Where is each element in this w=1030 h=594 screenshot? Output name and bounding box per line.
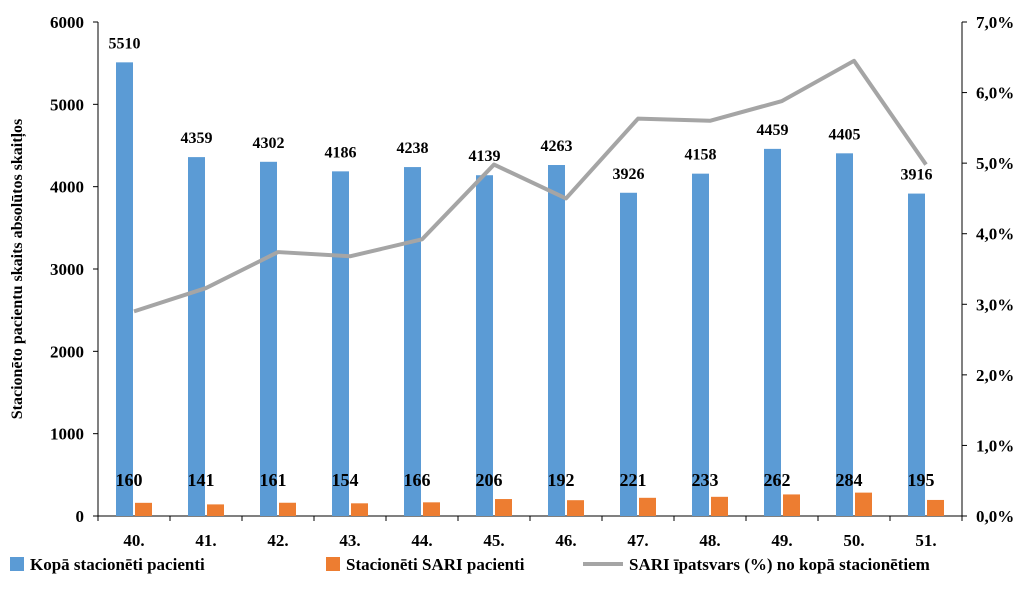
line-sari-share (134, 61, 926, 312)
data-label-sari: 221 (620, 470, 647, 490)
x-tick-label: 45. (483, 531, 504, 550)
data-label-total: 5510 (109, 35, 141, 52)
bar-total (908, 194, 925, 516)
y2-tick-label: 5,0% (976, 154, 1014, 173)
data-label-total: 4302 (253, 135, 285, 152)
labels-layer: 5510 4359 4302 4186 4238 4139 4263 3926 4158 4459… (109, 35, 935, 490)
data-label-sari: 284 (836, 470, 863, 490)
data-label-total: 4186 (325, 144, 357, 161)
x-tick-label: 46. (555, 531, 576, 550)
data-label-total: 4263 (541, 138, 573, 155)
bar-sari (423, 502, 440, 516)
bar-total (548, 165, 565, 516)
bar-sari (567, 500, 584, 516)
x-tick-label: 50. (843, 531, 864, 550)
data-label-sari: 141 (188, 470, 215, 490)
data-label-total: 3926 (613, 166, 645, 183)
bar-sari (639, 498, 656, 516)
y-tick-label: 0 (76, 507, 85, 526)
bar-sari (279, 503, 296, 516)
y2-tick-label: 3,0% (976, 295, 1014, 314)
data-label-sari: 161 (260, 470, 287, 490)
data-label-total: 4359 (181, 130, 213, 147)
legend-label: Kopā stacionēti pacienti (30, 555, 205, 574)
y2-tick-label: 4,0% (976, 225, 1014, 244)
data-label-sari: 166 (404, 470, 431, 490)
legend-swatch (10, 557, 24, 571)
data-label-total: 4158 (685, 147, 717, 164)
legend-label: SARI īpatsvars (%) no kopā stacionētiem (629, 555, 930, 574)
bar-total (332, 171, 349, 516)
y2-tick-label: 2,0% (976, 366, 1014, 385)
bar-sari (495, 499, 512, 516)
data-label-sari: 206 (476, 470, 503, 490)
y-tick-label: 5000 (50, 95, 84, 114)
y2-tick-label: 6,0% (976, 84, 1014, 103)
data-label-total: 4238 (397, 140, 429, 157)
data-label-sari: 192 (548, 470, 575, 490)
x-tick-label: 41. (195, 531, 216, 550)
bar-sari (207, 504, 224, 516)
x-tick-label: 48. (699, 531, 720, 550)
y-tick-label: 6000 (50, 13, 84, 32)
bar-sari (855, 493, 872, 516)
bar-total (116, 62, 133, 516)
bar-total (764, 149, 781, 516)
bar-total (188, 157, 205, 516)
data-label-sari: 262 (764, 470, 791, 490)
legend-swatch (326, 557, 340, 571)
y-axis-title: Stacionēto pacientu skaits absolūtos ska… (9, 119, 27, 420)
data-label-total: 4405 (829, 126, 861, 143)
bars-layer (116, 62, 944, 516)
axes-layer: 0 1000 2000 3000 4000 5000 6000 0,0% 1,0% 2,0% 3,0… (9, 13, 1014, 550)
bar-sari (711, 497, 728, 516)
x-tick-label: 47. (627, 531, 648, 550)
bar-total (836, 153, 853, 516)
y2-tick-label: 1,0% (976, 436, 1014, 455)
x-tick-label: 43. (339, 531, 360, 550)
data-label-sari: 195 (908, 470, 935, 490)
bar-sari (351, 503, 368, 516)
x-tick-label: 51. (915, 531, 936, 550)
bar-total (620, 193, 637, 516)
legend-layer: Kopā stacionēti pacienti Stacionēti SARI … (10, 555, 930, 574)
y-tick-label: 4000 (50, 178, 84, 197)
bar-total (692, 174, 709, 516)
bar-total (260, 162, 277, 516)
legend-item-sari: Stacionēti SARI pacienti (326, 555, 525, 574)
data-label-sari: 233 (692, 470, 719, 490)
data-label-total: 3916 (901, 167, 933, 184)
y-tick-label: 2000 (50, 342, 84, 361)
legend-label: Stacionēti SARI pacienti (346, 555, 525, 574)
x-tick-label: 42. (267, 531, 288, 550)
data-label-sari: 154 (332, 470, 359, 490)
legend-item-total: Kopā stacionēti pacienti (10, 555, 205, 574)
line-layer (134, 61, 926, 312)
bar-total (476, 175, 493, 516)
y2-tick-label: 7,0% (976, 13, 1014, 32)
bar-sari (783, 494, 800, 516)
data-label-total: 4459 (757, 122, 789, 139)
x-tick-label: 44. (411, 531, 432, 550)
data-label-total: 4139 (469, 148, 501, 165)
x-tick-label: 49. (771, 531, 792, 550)
x-tick-label: 40. (123, 531, 144, 550)
y-tick-label: 1000 (50, 425, 84, 444)
y2-tick-label: 0,0% (976, 507, 1014, 526)
data-label-sari: 160 (116, 470, 143, 490)
bar-sari (927, 500, 944, 516)
bar-sari (135, 503, 152, 516)
legend-item-share: SARI īpatsvars (%) no kopā stacionētiem (583, 555, 930, 574)
y-tick-label: 3000 (50, 260, 84, 279)
bar-total (404, 167, 421, 516)
